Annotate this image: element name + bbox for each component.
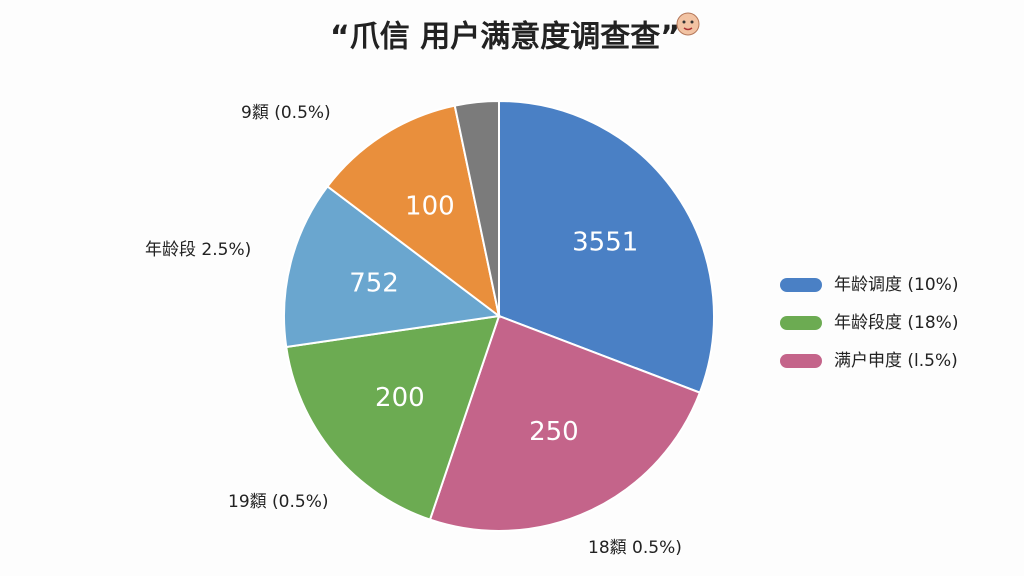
slice-label: 100 bbox=[405, 192, 455, 222]
pie-slice bbox=[428, 314, 702, 532]
legend-swatch bbox=[780, 316, 822, 330]
slice-label: 752 bbox=[349, 268, 399, 298]
annotation: 年龄段 2.5%) bbox=[145, 240, 251, 260]
annotation: 19纇 (0.5%) bbox=[228, 492, 329, 512]
legend-swatch bbox=[780, 278, 822, 292]
pie-slice bbox=[285, 314, 501, 521]
pie-slice bbox=[498, 99, 715, 394]
slice-label: 250 bbox=[529, 417, 579, 447]
chart-title: “爪信 用户满意度调查查” bbox=[330, 20, 680, 55]
slice-label: 200 bbox=[375, 383, 425, 413]
legend-label: 年龄调度 (10%) bbox=[834, 275, 958, 295]
pie-slice bbox=[283, 184, 502, 349]
annotation: 18纇 0.5%) bbox=[588, 538, 682, 558]
legend-label: 满户申度 (l.5%) bbox=[834, 351, 958, 371]
annotation: 9纇 (0.5%) bbox=[241, 103, 331, 123]
face-icon bbox=[676, 12, 700, 36]
legend-label: 年龄段度 (18%) bbox=[834, 313, 958, 333]
pie-slice bbox=[326, 104, 501, 319]
pie-slice bbox=[453, 99, 500, 317]
legend-swatch bbox=[780, 354, 822, 368]
slice-label: 3551 bbox=[572, 227, 638, 257]
